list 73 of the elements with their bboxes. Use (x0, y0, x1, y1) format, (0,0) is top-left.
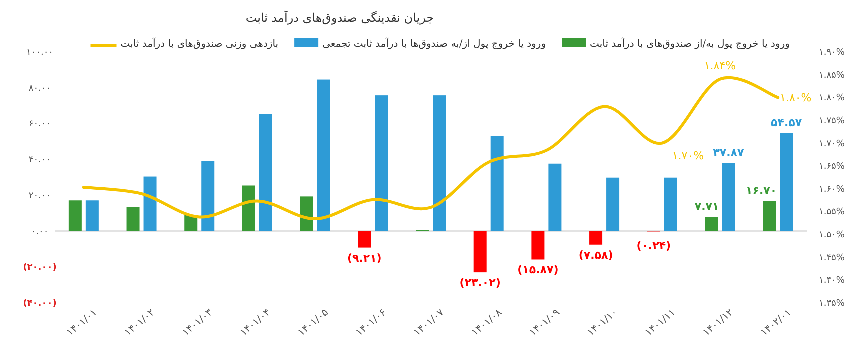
data-label: (۷.۵۸) (578, 248, 614, 262)
x-tick-label: ۱۴۰۱/۰۹ (528, 307, 562, 339)
data-label: (۰.۲۴) (636, 239, 672, 252)
y-tick-label: ۲۰.۰۰ (28, 191, 52, 202)
data-label: ۱.۷۰% (672, 149, 704, 162)
data-label: ۳۷.۸۷ (713, 146, 745, 160)
x-tick-label: ۱۴۰۱/۰۱ (65, 307, 100, 339)
bar (300, 196, 314, 232)
data-label: (۹.۲۱) (347, 252, 382, 265)
x-tick-label: ۱۴۰۱/۱۲ (701, 307, 736, 339)
x-tick-label: ۱۴۰۱/۱۰ (586, 307, 620, 339)
data-label: ۱.۸۴% (704, 59, 736, 72)
bar (202, 161, 215, 232)
y2-tick-label: ۱.۹۰% (819, 48, 846, 58)
y2-tick-label: ۱.۸۰% (819, 94, 846, 104)
legend-label: بازدهی وزنی صندوق‌های با درآمد ثابت (120, 37, 279, 50)
y-tick-label: ۸۰.۰۰ (28, 84, 52, 94)
y-tick-label: (۲۰.۰۰) (23, 263, 57, 274)
bar (317, 80, 330, 232)
x-tick-label: ۱۴۰۱/۰۷ (412, 307, 448, 339)
bar (259, 114, 272, 232)
y2-tick-label: ۱.۴۰% (819, 276, 846, 286)
x-tick-label: ۱۴۰۱/۰۵ (296, 307, 331, 339)
bar (532, 231, 545, 260)
bar (375, 96, 388, 232)
y2-tick-label: ۱.۵۵% (819, 208, 846, 218)
bar (780, 133, 794, 232)
data-label: ۷.۷۱ (694, 200, 720, 214)
title: جریان نقدینگی صندوق‌های درآمد ثابت (246, 11, 434, 25)
bar (242, 186, 256, 232)
x-tick-label: ۱۴۰۱/۰۶ (354, 307, 389, 339)
bar (68, 200, 82, 232)
bar (722, 163, 736, 232)
bar (474, 231, 487, 273)
y2-tick-label: ۱.۶۵% (819, 162, 846, 172)
data-label: ۵۴.۵۷ (771, 116, 802, 130)
bar (184, 216, 198, 232)
data-label: ۱.۸۰% (780, 92, 812, 105)
data-label: (۲۳.۰۲) (460, 276, 501, 290)
y-tick-label: ۶۰.۰۰ (28, 120, 52, 130)
y-tick-label: ۱۰۰.۰۰ (26, 48, 54, 58)
legend-label: ورود یا خروج پول به/از صندوق‌های با درآمد ثابت (590, 37, 790, 50)
bar (490, 136, 504, 232)
x-tick-label: ۱۴۰۱/۰۲ (122, 307, 158, 339)
bar (705, 217, 718, 232)
bar (606, 178, 620, 232)
y2-tick-label: ۱.۶۰% (819, 184, 846, 195)
y-tick-label: ۴۰.۰۰ (28, 156, 52, 166)
y2-tick-label: ۱.۷۵% (819, 116, 846, 126)
x-tick-label: ۱۴۰۲/۰۱ (759, 307, 794, 339)
y-tick-label: ۰.۰۰ (31, 227, 49, 238)
x-tick-label: ۱۴۰۱/۱۱ (644, 307, 678, 339)
bar (590, 231, 603, 245)
bar (126, 207, 140, 232)
data-label: (۱۵.۸۷) (518, 264, 559, 277)
bar (763, 201, 776, 232)
data-label: ۱۶.۷۰ (746, 184, 778, 198)
x-tick-label: ۱۴۰۱/۰۴ (238, 307, 274, 339)
bar (664, 178, 678, 232)
y2-tick-label: ۱.۴۵% (819, 253, 846, 264)
y-tick-label: (۴۰.۰۰) (23, 299, 57, 309)
y2-tick-label: ۱.۳۵% (819, 299, 846, 309)
bar (358, 231, 372, 248)
y2-tick-label: ۱.۷۰% (819, 139, 846, 150)
x-tick-label: ۱۴۰۱/۰۳ (180, 307, 216, 339)
bar (548, 164, 562, 232)
legend-label: ورود یا خروج پول از/به صندوق‌ها با درآمد ثابت تجمعی (322, 37, 546, 50)
y2-tick-label: ۱.۵۰% (819, 230, 846, 241)
bar (144, 176, 157, 232)
y2-tick-label: ۱.۸۵% (819, 70, 846, 81)
x-tick-label: ۱۴۰۱/۰۸ (470, 307, 505, 339)
bar (86, 200, 99, 232)
bar (433, 96, 446, 232)
